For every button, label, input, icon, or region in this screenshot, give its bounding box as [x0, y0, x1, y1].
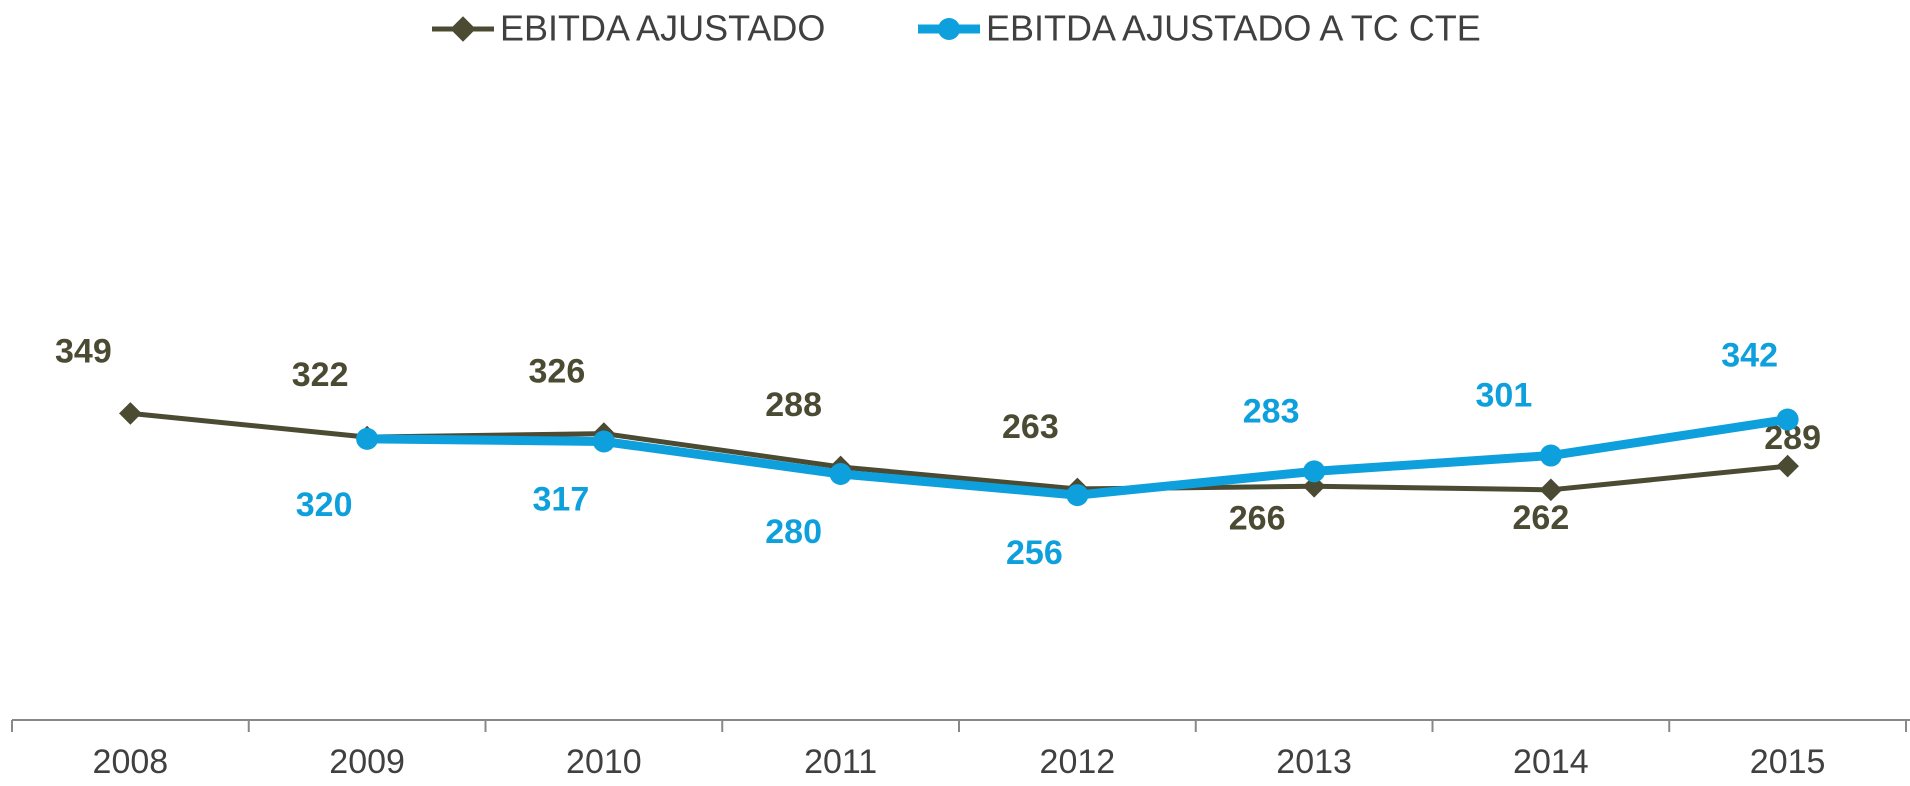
x-tick-label: 2011 [804, 743, 877, 781]
point [356, 427, 379, 450]
data-label: 326 [529, 353, 586, 391]
data-label: 349 [55, 332, 112, 370]
legend-marker [938, 18, 960, 40]
data-label: 322 [292, 356, 349, 394]
series-line [130, 410, 1788, 493]
data-label: 256 [1006, 534, 1063, 572]
data-label: 263 [1002, 408, 1059, 446]
data-label: 288 [765, 386, 822, 424]
data-label: 283 [1243, 392, 1300, 430]
legend-label: EBITDA AJUSTADO [500, 8, 825, 49]
data-label: 262 [1513, 499, 1570, 537]
point [1776, 454, 1799, 478]
point [1539, 444, 1562, 467]
data-label: 280 [765, 513, 822, 551]
data-label: 317 [533, 480, 590, 518]
data-label: 266 [1229, 499, 1286, 537]
x-tick-label: 2013 [1276, 743, 1352, 781]
x-tick-label: 2015 [1750, 743, 1826, 781]
point [119, 402, 142, 425]
legend-marker [450, 16, 476, 42]
point [1303, 460, 1326, 483]
point [1776, 408, 1799, 431]
x-tick-label: 2012 [1040, 743, 1116, 781]
point [592, 430, 615, 453]
data-label: 342 [1721, 337, 1778, 375]
point [1066, 484, 1089, 507]
x-tick-label: 2014 [1513, 743, 1589, 781]
data-label: 320 [296, 486, 353, 524]
point [1539, 478, 1563, 502]
x-tick-label: 2010 [566, 743, 642, 781]
x-tick-label: 2008 [93, 743, 169, 781]
legend-label: EBITDA AJUSTADO A TC CTE [986, 8, 1481, 49]
x-tick-label: 2009 [329, 743, 405, 781]
data-label: 301 [1476, 377, 1533, 415]
point [829, 463, 852, 485]
